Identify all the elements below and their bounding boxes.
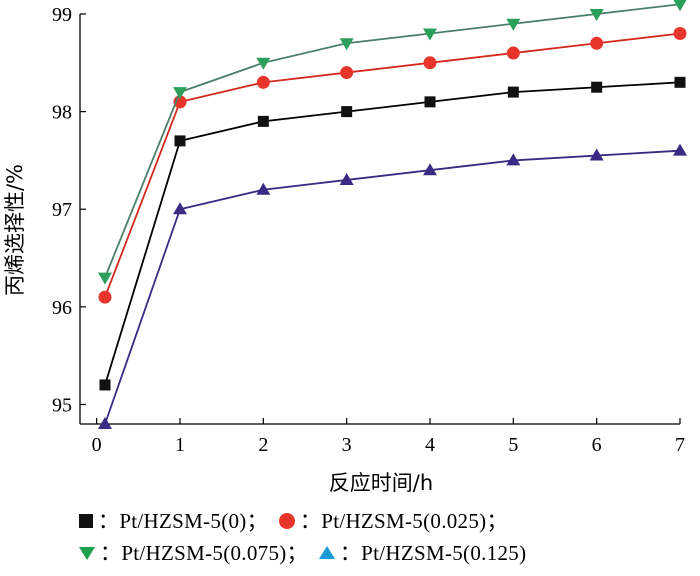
data-point	[506, 46, 520, 60]
legend-item-2: ： Pt/HZSM-5(0.075) ；	[78, 537, 308, 569]
legend-circle-icon	[278, 513, 295, 529]
data-point	[339, 38, 354, 51]
data-point	[673, 27, 687, 41]
legend-item-0: ： Pt/HZSM-5(0) ；	[78, 505, 268, 537]
data-point	[256, 75, 270, 89]
data-point	[423, 163, 437, 176]
x-tick-label: 6	[592, 434, 602, 456]
legend-delimiter: ；	[486, 509, 508, 533]
x-axis-title: 反应时间/h	[329, 471, 433, 495]
data-point	[256, 57, 271, 70]
data-point	[506, 18, 521, 31]
legend-label-0: Pt/HZSM-5(0)	[119, 509, 247, 533]
data-point	[424, 96, 436, 108]
x-tick-label: 2	[258, 434, 268, 456]
legend-item-1: ： Pt/HZSM-5(0.025) ；	[278, 505, 508, 537]
data-point	[173, 202, 187, 215]
y-tick-label: 98	[52, 102, 72, 124]
data-point	[256, 182, 271, 195]
data-point	[174, 135, 186, 147]
series-line-2	[104, 3, 681, 278]
series-line-3	[104, 149, 681, 425]
legend-triangle-down-icon	[79, 547, 95, 560]
legend-label-2: Pt/HZSM-5(0.075)	[121, 541, 287, 565]
data-point	[590, 36, 604, 50]
axes: 0 1 2 3 4 5 6 7 95 96 97 98 99	[52, 4, 685, 456]
data-point	[98, 290, 112, 304]
data-point	[591, 81, 603, 93]
legend-separator: ：	[339, 541, 362, 565]
data-point	[98, 417, 112, 429]
data-point	[257, 115, 269, 127]
y-tick-label: 99	[52, 4, 72, 26]
legend-separator: ：	[98, 509, 120, 533]
legend-item-3: ： Pt/HZSM-5(0.125)	[318, 537, 527, 569]
x-tick-label: 4	[425, 434, 435, 456]
chart: 0 1 2 3 4 5 6 7 95 96 97 98 99 反应时间/h 丙烯选择性/%	[3, 0, 687, 495]
legend-row-2: ： Pt/HZSM-5(0.075) ； ： Pt/HZSM-5(0.125)	[78, 537, 698, 569]
data-point	[423, 28, 437, 41]
data-point	[341, 106, 353, 118]
y-tick-label: 97	[52, 199, 72, 221]
legend-separator: ：	[299, 509, 322, 533]
x-tick-label: 1	[175, 434, 185, 456]
legend-delimiter: ；	[246, 509, 268, 533]
data-point	[506, 153, 521, 166]
series-line-1	[104, 32, 681, 298]
legend: ： Pt/HZSM-5(0) ； ： Pt/HZSM-5(0.025) ； ： …	[78, 505, 698, 569]
series-layer	[98, 0, 687, 429]
data-point	[507, 86, 519, 98]
y-tick-label: 95	[52, 394, 72, 416]
data-point	[589, 9, 604, 21]
legend-separator: ：	[100, 541, 122, 565]
data-point	[339, 172, 354, 185]
data-point	[173, 87, 187, 100]
y-axis-title: 丙烯选择性/%	[3, 164, 27, 296]
data-point	[589, 148, 604, 161]
data-point	[673, 0, 687, 12]
x-tick-label: 3	[342, 434, 352, 456]
x-tick-label: 7	[675, 434, 685, 456]
y-tick-label: 96	[52, 297, 72, 319]
data-point	[673, 143, 687, 156]
legend-label-3: Pt/HZSM-5(0.125)	[361, 541, 527, 565]
data-point	[98, 272, 112, 285]
data-point	[423, 56, 437, 70]
series-line-0	[104, 81, 681, 386]
legend-delimiter: ；	[286, 541, 308, 565]
x-tick-label: 0	[92, 434, 102, 456]
legend-square-icon	[79, 514, 93, 528]
data-point	[674, 76, 686, 88]
legend-triangle-up-icon	[318, 546, 335, 559]
x-tick-label: 5	[508, 434, 518, 456]
data-point	[340, 66, 354, 80]
legend-row-1: ： Pt/HZSM-5(0) ； ： Pt/HZSM-5(0.025) ；	[78, 505, 698, 537]
data-point	[99, 379, 111, 391]
legend-label-1: Pt/HZSM-5(0.025)	[321, 509, 487, 533]
